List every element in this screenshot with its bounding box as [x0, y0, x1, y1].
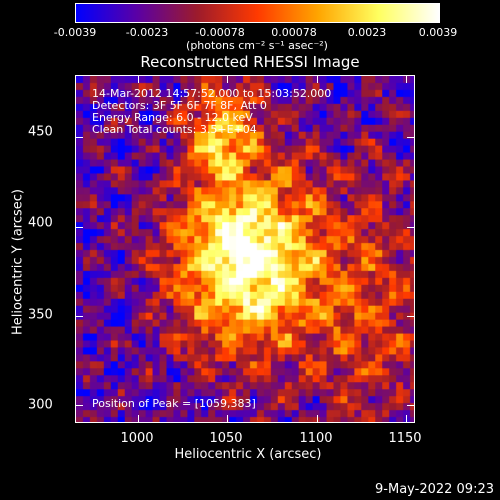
x-tick-mark — [137, 75, 139, 83]
y-axis-label: Heliocentric Y (arcsec) — [10, 189, 26, 335]
y-tick-mark — [407, 226, 415, 228]
y-tick-label: 300 — [28, 397, 53, 413]
x-tick-label: 1050 — [209, 431, 243, 446]
x-tick-mark — [406, 415, 408, 423]
y-tick-mark — [75, 315, 83, 317]
x-axis-label: Heliocentric X (arcsec) — [174, 447, 322, 462]
x-tick-label: 1100 — [299, 431, 333, 446]
y-tick-label: 450 — [28, 124, 53, 140]
colorbar — [75, 3, 440, 23]
colorbar-tick-label: -0.0023 — [125, 26, 169, 39]
y-tick-mark — [407, 137, 415, 139]
colorbar-tick-label: -0.0039 — [53, 26, 97, 39]
x-tick-mark — [227, 415, 229, 423]
x-tick-mark — [227, 75, 229, 83]
x-tick-label: 1150 — [388, 431, 422, 446]
detectors-text: Detectors: 3F 5F 6F 7F 8F, Att 0 — [92, 99, 267, 112]
clean-counts-text: Clean Total counts: 3.5+E+04 — [92, 123, 257, 136]
timestamp-footer: 9-May-2022 09:23 — [375, 482, 494, 497]
x-tick-mark — [406, 75, 408, 83]
y-tick-mark — [75, 226, 83, 228]
y-tick-label: 350 — [28, 307, 53, 323]
y-tick-mark — [407, 405, 415, 407]
y-tick-mark — [75, 137, 83, 139]
colorbar-tick-label: 0.0039 — [418, 26, 458, 39]
y-tick-label: 400 — [28, 215, 53, 231]
colorbar-tick-label: 0.0023 — [347, 26, 387, 39]
peak-position-text: Position of Peak = [1059,383] — [92, 397, 256, 410]
y-tick-mark — [75, 405, 83, 407]
colorbar-units: (photons cm⁻² s⁻¹ asec⁻²) — [186, 39, 328, 52]
x-tick-mark — [137, 415, 139, 423]
x-tick-label: 1000 — [120, 431, 154, 446]
plot-area — [75, 75, 415, 423]
time-range-text: 14-Mar-2012 14:57:52.000 to 15:03:52.000 — [92, 87, 332, 100]
y-tick-mark — [407, 315, 415, 317]
x-tick-mark — [316, 415, 318, 423]
colorbar-tick-label: -0.00078 — [195, 26, 245, 39]
x-tick-mark — [316, 75, 318, 83]
heatmap-image — [76, 76, 414, 422]
energy-range-text: Energy Range: 6.0 - 12.0 keV — [92, 111, 253, 124]
colorbar-tick-label: 0.00078 — [271, 26, 317, 39]
chart-title: Reconstructed RHESSI Image — [140, 53, 360, 71]
